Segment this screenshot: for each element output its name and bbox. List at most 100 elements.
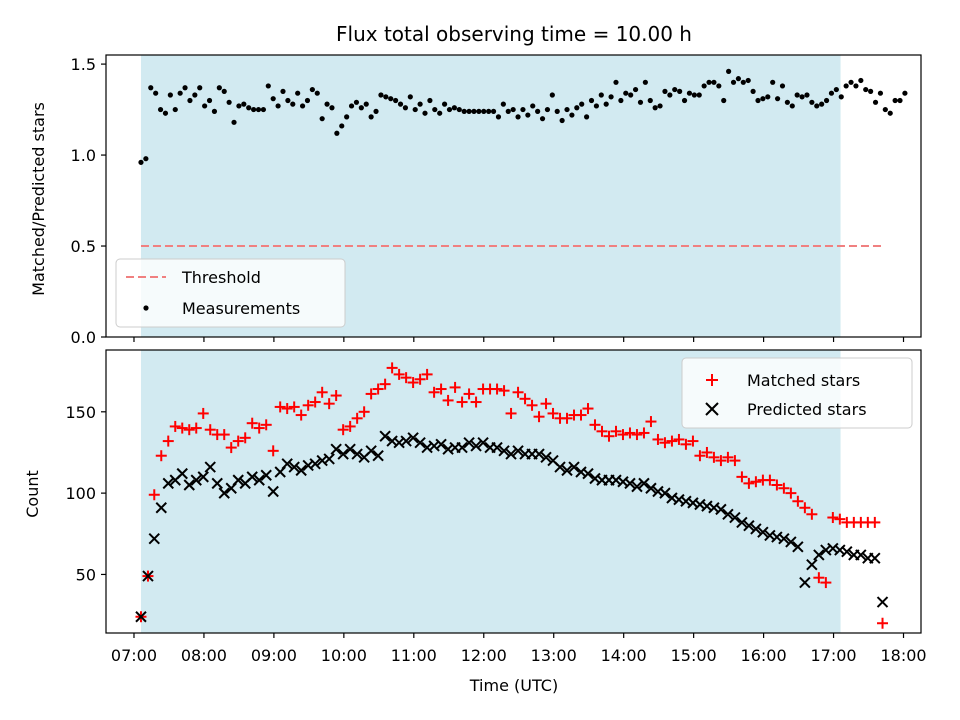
predicted-star-point xyxy=(841,545,853,558)
predicted-star-point xyxy=(337,448,349,460)
measurement-point xyxy=(177,90,183,96)
measurement-point xyxy=(755,97,761,104)
measurement-point xyxy=(295,90,301,96)
predicted-star-point xyxy=(750,523,762,535)
top-y-axis-ticks: 0.0 0.5 1.0 1.5 xyxy=(71,55,106,347)
measurement-point xyxy=(628,92,634,98)
matched-star-point xyxy=(253,422,265,434)
measurement-point xyxy=(672,86,678,93)
measurement-point xyxy=(657,103,663,109)
matched-star-point xyxy=(393,368,405,380)
measurement-point xyxy=(632,86,639,93)
matched-star-point xyxy=(498,385,510,397)
measurement-point xyxy=(897,97,903,104)
measurement-point xyxy=(427,97,433,104)
matched-star-point xyxy=(274,401,286,413)
measurement-point xyxy=(735,76,742,82)
measurement-point xyxy=(828,90,835,96)
measurement-point xyxy=(397,101,404,107)
measurement-point xyxy=(324,101,330,107)
measurement-point xyxy=(530,103,536,109)
predicted-star-point xyxy=(736,516,748,529)
matched-star-point xyxy=(750,476,762,488)
bottom-y-axis-label: Count xyxy=(23,470,42,518)
measurement-point xyxy=(902,90,908,96)
matched-star-point xyxy=(456,396,468,408)
measurement-point xyxy=(784,99,790,105)
matched-star-point xyxy=(652,433,664,445)
predicted-star-point xyxy=(645,482,657,494)
matched-star-point xyxy=(407,377,419,389)
measurement-point xyxy=(236,103,242,109)
predicted-star-point xyxy=(855,549,867,561)
predicted-star-point xyxy=(309,458,321,470)
measurement-point xyxy=(383,94,389,100)
measurement-point xyxy=(505,108,511,114)
predicted-star-point xyxy=(470,440,482,452)
measurement-point xyxy=(510,106,516,113)
y-tick-label: 50 xyxy=(76,565,96,584)
measurement-point xyxy=(138,159,144,165)
measurement-point xyxy=(701,83,707,89)
measurement-point xyxy=(539,116,546,122)
predicted-star-point xyxy=(281,458,293,470)
matched-star-point xyxy=(295,409,307,421)
measurement-point xyxy=(329,105,335,111)
measurement-point xyxy=(461,108,467,114)
matched-star-point xyxy=(869,516,881,528)
measurement-point xyxy=(662,88,668,94)
measurement-point xyxy=(868,88,874,94)
measurement-point xyxy=(740,79,746,85)
predicted-star-point xyxy=(715,503,727,516)
measurement-point xyxy=(535,108,541,114)
matched-star-point xyxy=(589,419,601,431)
measurement-point xyxy=(167,92,173,98)
measurement-point xyxy=(162,110,169,116)
measurement-point xyxy=(760,96,766,102)
predicted-star-point xyxy=(148,532,160,545)
x-tick-label: 12:00 xyxy=(461,646,507,665)
matched-star-point xyxy=(225,442,237,454)
predicted-star-point xyxy=(624,477,636,490)
measurement-point xyxy=(681,97,688,104)
measurement-point xyxy=(726,68,732,74)
legend-predicted-swatch xyxy=(705,402,719,416)
predicted-star-point xyxy=(806,558,818,571)
predicted-star-point xyxy=(142,570,154,582)
predicted-star-point xyxy=(491,441,503,454)
measurement-point xyxy=(466,108,472,114)
matched-star-point xyxy=(400,372,412,384)
matched-star-point xyxy=(715,455,727,467)
measurement-point xyxy=(515,114,521,120)
matched-star-point xyxy=(877,617,889,629)
matched-star-point xyxy=(351,412,363,424)
matched-star-point xyxy=(827,512,839,524)
y-tick-label: 1.0 xyxy=(71,146,96,165)
measurement-point xyxy=(437,110,443,116)
measurement-point xyxy=(206,97,213,104)
predicted-star-point xyxy=(638,477,650,490)
measurement-point xyxy=(407,94,413,100)
predicted-star-point xyxy=(505,448,517,460)
predicted-star-point xyxy=(260,469,272,481)
predicted-star-point xyxy=(869,552,881,564)
matched-star-point xyxy=(162,435,174,447)
predicted-star-point xyxy=(407,432,419,444)
predicted-star-point xyxy=(246,471,258,483)
matched-star-point xyxy=(169,420,181,432)
predicted-star-point xyxy=(757,526,769,538)
matched-star-point xyxy=(190,422,202,434)
measurement-point xyxy=(441,101,448,107)
measurement-point xyxy=(779,83,786,89)
measurement-point xyxy=(838,94,844,100)
measurement-point xyxy=(481,108,487,114)
matched-star-point xyxy=(239,432,251,444)
measurement-point xyxy=(157,106,164,113)
measurement-point xyxy=(275,103,281,109)
measurement-point xyxy=(358,105,364,111)
measurement-point xyxy=(789,103,795,109)
matched-star-point xyxy=(764,474,776,486)
measurement-point xyxy=(848,79,854,85)
matched-star-point xyxy=(302,399,314,411)
measurement-point xyxy=(456,106,462,113)
